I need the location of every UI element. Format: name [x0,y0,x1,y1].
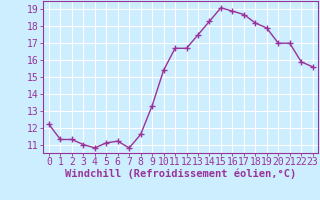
X-axis label: Windchill (Refroidissement éolien,°C): Windchill (Refroidissement éolien,°C) [65,169,296,179]
